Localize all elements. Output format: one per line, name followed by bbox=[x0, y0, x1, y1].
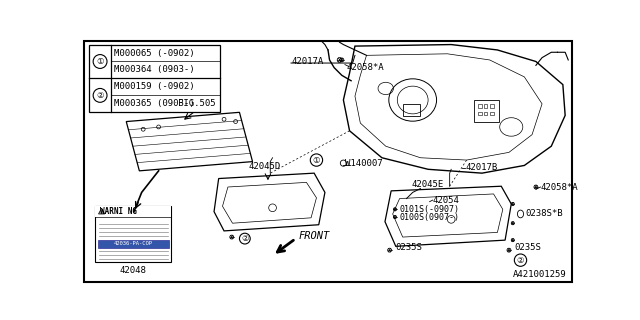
Bar bbox=[98, 240, 168, 248]
Text: 42017A: 42017A bbox=[291, 57, 323, 66]
Text: M000065 (-0902): M000065 (-0902) bbox=[114, 49, 195, 58]
Text: WARNI NG: WARNI NG bbox=[100, 207, 137, 216]
Text: 0100S(0907-): 0100S(0907-) bbox=[399, 212, 460, 221]
Text: FIG.505: FIG.505 bbox=[179, 99, 216, 108]
Bar bbox=[478, 112, 482, 116]
Bar bbox=[95, 206, 171, 262]
Text: M000365 (0903-): M000365 (0903-) bbox=[114, 99, 195, 108]
Text: ②: ② bbox=[97, 91, 104, 100]
Bar bbox=[490, 112, 493, 116]
Bar bbox=[490, 104, 493, 108]
Bar bbox=[478, 104, 482, 108]
Text: 42045E: 42045E bbox=[411, 180, 444, 188]
Text: ①: ① bbox=[97, 57, 104, 66]
Text: A421001259: A421001259 bbox=[513, 270, 566, 279]
Text: M000159 (-0902): M000159 (-0902) bbox=[114, 83, 195, 92]
Text: 42054: 42054 bbox=[433, 196, 460, 204]
Text: 42058*A: 42058*A bbox=[346, 63, 384, 72]
Text: 42017B: 42017B bbox=[465, 163, 497, 172]
Text: 0238S*B: 0238S*B bbox=[525, 210, 563, 219]
Bar bbox=[484, 104, 488, 108]
Text: 0235S: 0235S bbox=[515, 243, 541, 252]
Bar bbox=[95, 206, 171, 217]
Bar bbox=[90, 44, 220, 112]
Bar bbox=[484, 112, 488, 116]
Text: 42036-PA-COP: 42036-PA-COP bbox=[114, 241, 153, 246]
Text: !: ! bbox=[100, 210, 103, 215]
Text: W140007: W140007 bbox=[345, 159, 383, 168]
Text: ②: ② bbox=[241, 234, 248, 243]
Polygon shape bbox=[99, 208, 105, 214]
Bar bbox=[403, 104, 420, 116]
Text: 42058*A: 42058*A bbox=[541, 182, 578, 191]
Text: 42045D: 42045D bbox=[249, 162, 281, 171]
Text: 0235S: 0235S bbox=[395, 243, 422, 252]
Text: M000364 (0903-): M000364 (0903-) bbox=[114, 66, 195, 75]
Text: 0101S(-0907): 0101S(-0907) bbox=[399, 205, 460, 214]
Text: ①: ① bbox=[313, 156, 320, 164]
Bar bbox=[474, 100, 499, 122]
Text: FRONT: FRONT bbox=[299, 231, 330, 241]
Text: 42048: 42048 bbox=[120, 267, 147, 276]
Text: ②: ② bbox=[516, 256, 524, 265]
